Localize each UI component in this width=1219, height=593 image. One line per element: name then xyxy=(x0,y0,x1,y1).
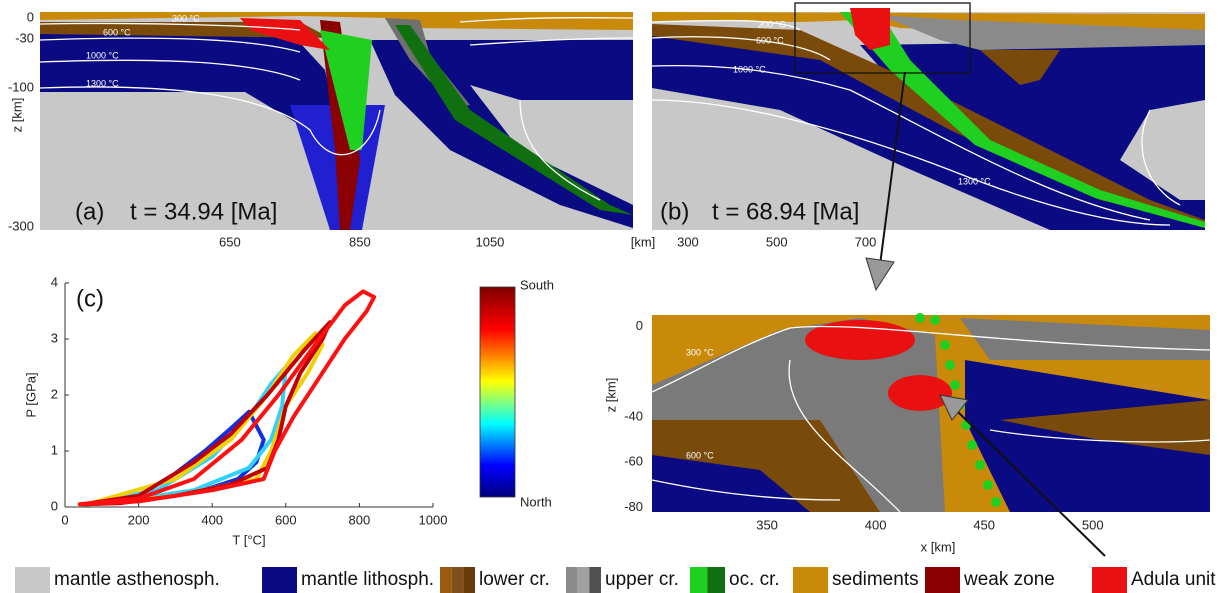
x-tick-label: 300 xyxy=(677,234,699,249)
x-tick-label: 200 xyxy=(128,512,150,527)
y-tick-label: 1 xyxy=(51,442,58,457)
x-tick-label: 0 xyxy=(61,512,68,527)
legend-swatch xyxy=(15,567,50,593)
x-tick-label: 1050 xyxy=(475,234,504,249)
isotherm-label: 600 °C xyxy=(686,450,714,460)
legend-label: sediments xyxy=(832,569,919,590)
y-tick-label: 0 xyxy=(51,498,58,513)
y-tick-label: -300 xyxy=(8,219,34,234)
y-tick-label: -100 xyxy=(8,79,34,94)
legend-label: oc. cr. xyxy=(729,569,780,590)
y-tick-label: 2 xyxy=(51,386,58,401)
y-axis-label: z [km] xyxy=(603,378,618,413)
isotherm-label: 1000 °C xyxy=(86,50,119,60)
y-tick-label: -40 xyxy=(624,408,643,423)
legend-swatch xyxy=(440,567,452,593)
panel-label: (b) xyxy=(660,198,689,225)
pt-path xyxy=(80,291,374,504)
y-tick-label: 0 xyxy=(636,318,643,333)
isotherm-label: 300 °C xyxy=(172,13,200,23)
y-tick-label: -60 xyxy=(624,454,643,469)
time-label: t = 68.94 [Ma] xyxy=(712,198,859,225)
legend-swatch xyxy=(793,567,828,593)
legend-swatch xyxy=(690,567,708,593)
panel-zoom-model xyxy=(652,313,1210,512)
pt-path xyxy=(87,333,323,504)
legend-swatch xyxy=(708,567,726,593)
legend-swatch xyxy=(925,567,960,593)
x-tick-label: 850 xyxy=(349,234,371,249)
isotherm-label: 300 °C xyxy=(686,347,714,357)
isotherm-label: 300 °C xyxy=(758,19,786,29)
legend-label: weak zone xyxy=(963,569,1055,590)
legend-swatch xyxy=(452,567,464,593)
legend-label: lower cr. xyxy=(479,569,550,590)
y-tick-label: 4 xyxy=(51,274,58,289)
isotherm-label: 1300 °C xyxy=(958,176,991,186)
legend-swatch xyxy=(578,567,590,593)
time-label: t = 34.94 [Ma] xyxy=(130,198,277,225)
isotherm-label: 600 °C xyxy=(756,35,784,45)
x-tick-label: 650 xyxy=(219,234,241,249)
legend-swatch xyxy=(566,567,578,593)
x-tick-label: 450 xyxy=(973,517,995,532)
x-tick-label: 400 xyxy=(865,517,887,532)
y-axis-label: P [GPa] xyxy=(23,372,38,417)
colorbar xyxy=(480,287,515,497)
isotherm-label: 1000 °C xyxy=(733,64,766,74)
legend-swatch xyxy=(262,567,297,593)
x-tick-label: 800 xyxy=(349,512,371,527)
panel-label: (a) xyxy=(75,198,104,225)
panel-b-model xyxy=(652,3,1205,230)
y-axis-label: z [km] xyxy=(9,98,24,133)
legend-swatch xyxy=(463,567,475,593)
legend-label: Adula unit xyxy=(1131,569,1216,590)
legend-label: mantle asthenosph. xyxy=(54,569,220,590)
legend-swatch xyxy=(1092,567,1127,593)
isotherm-label: 1300 °C xyxy=(86,78,119,88)
x-axis-label: T [°C] xyxy=(232,532,265,547)
isotherm-label: 600 °C xyxy=(103,27,131,37)
x-tick-label: 600 xyxy=(275,512,297,527)
figure: 65085010500-30-100-300300500700350400450… xyxy=(0,0,1219,593)
panel-label: (c) xyxy=(76,285,104,312)
x-tick-label: 500 xyxy=(1082,517,1104,532)
x-unit: [km] xyxy=(631,234,656,249)
legend-label: upper cr. xyxy=(605,569,679,590)
panel-a-model xyxy=(40,12,633,230)
colorbar-top: South xyxy=(520,277,554,292)
y-tick-label: 0 xyxy=(27,10,34,25)
y-tick-label: -80 xyxy=(624,499,643,514)
x-tick-label: 400 xyxy=(201,512,223,527)
y-tick-label: -30 xyxy=(15,31,34,46)
colorbar-bottom: North xyxy=(520,494,552,509)
x-tick-label: 700 xyxy=(855,234,877,249)
x-tick-label: 1000 xyxy=(419,512,448,527)
pt-path xyxy=(83,322,330,504)
x-tick-label: 350 xyxy=(756,517,778,532)
legend-label: mantle lithosph. xyxy=(301,569,434,590)
y-tick-label: 3 xyxy=(51,330,58,345)
x-tick-label: 500 xyxy=(766,234,788,249)
legend-swatch xyxy=(589,567,601,593)
x-axis-label: x [km] xyxy=(921,539,956,554)
